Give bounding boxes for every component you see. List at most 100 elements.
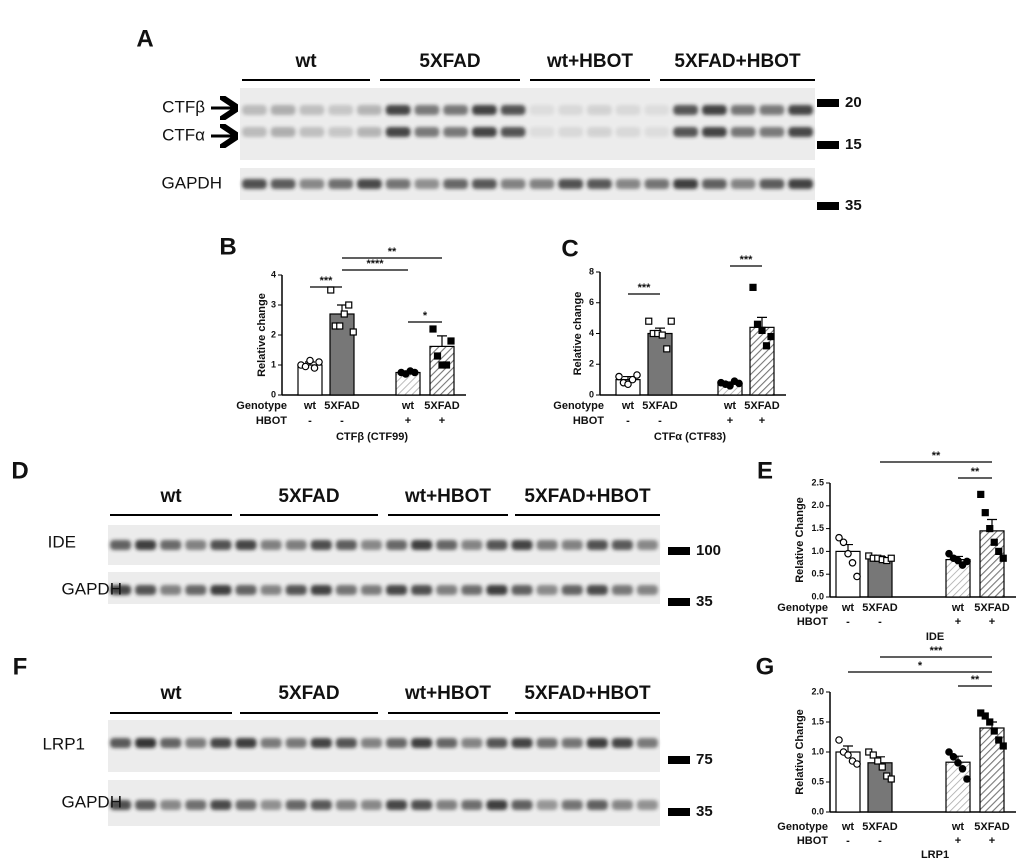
genotype-label: wt	[841, 821, 855, 833]
data-point	[749, 283, 757, 291]
data-point	[954, 758, 962, 767]
blot-band	[443, 179, 468, 189]
genotype-label: 5XFAD	[424, 400, 460, 412]
data-point	[853, 760, 861, 768]
blot-band	[160, 800, 182, 810]
mw-label: 35	[696, 593, 713, 610]
data-point	[429, 325, 437, 333]
blot-band	[644, 179, 670, 189]
blot-band	[611, 540, 633, 550]
blot-band	[135, 800, 157, 810]
blot-band	[673, 127, 698, 137]
blot-band	[561, 540, 583, 550]
blot-band	[587, 179, 612, 189]
y-tick-label: 1.0	[811, 546, 824, 556]
data-point	[667, 317, 675, 325]
blot-band	[386, 540, 408, 550]
blot-band	[536, 540, 558, 550]
blot-band	[299, 179, 325, 189]
blot-band	[285, 540, 307, 550]
data-point	[990, 727, 998, 735]
y-tick-label: 0	[589, 389, 594, 399]
group-header: 5XFAD	[419, 51, 480, 72]
mw-marker	[668, 808, 690, 816]
group-header: 5XFAD+HBOT	[524, 683, 651, 704]
genotype-label: 5XFAD	[744, 400, 780, 412]
data-point	[949, 752, 958, 761]
blot-band	[210, 585, 232, 595]
blot-band	[386, 585, 408, 595]
blot-band	[185, 540, 207, 550]
panel-label: G	[756, 653, 775, 680]
blot-band	[587, 127, 612, 137]
blot-band	[299, 127, 325, 137]
data-point	[624, 380, 632, 389]
blot-band	[235, 738, 257, 748]
blot-band	[411, 738, 433, 748]
blot-band	[270, 105, 296, 115]
blot-band	[235, 585, 257, 595]
blot-band	[110, 738, 132, 748]
mw-marker	[668, 756, 690, 764]
blot-band	[357, 179, 382, 189]
data-point	[853, 572, 861, 581]
bar	[945, 559, 971, 598]
data-point	[767, 332, 775, 341]
blot-band	[586, 540, 608, 550]
data-point	[990, 538, 998, 546]
blot-band	[260, 585, 282, 595]
blot-band	[260, 800, 282, 810]
blot-band	[242, 179, 267, 189]
blot-band	[385, 127, 411, 137]
blot-band	[385, 105, 411, 115]
data-point	[887, 775, 895, 783]
blot-band	[511, 585, 533, 595]
band-label: GAPDH	[62, 579, 122, 598]
blot-band	[310, 585, 332, 595]
band-label: IDE	[48, 532, 76, 551]
x-axis-label: LRP1	[921, 849, 949, 861]
blot-band	[461, 800, 483, 810]
blot-band	[529, 105, 555, 115]
significance-label: *	[423, 310, 428, 322]
genotype-label: 5XFAD	[324, 400, 360, 412]
genotype-label: 5XFAD	[862, 602, 898, 614]
significance-label: **	[971, 466, 980, 478]
blot-band	[328, 127, 353, 137]
group-header: 5XFAD+HBOT	[674, 51, 801, 72]
hbot-label: +	[989, 835, 995, 847]
data-point	[869, 751, 877, 759]
blot-band	[436, 540, 458, 550]
group-header: wt	[159, 683, 182, 704]
significance-label: ***	[740, 254, 754, 266]
mw-label: 100	[696, 542, 721, 559]
y-axis-label: Relative change	[256, 293, 268, 377]
blot-band	[730, 127, 756, 137]
blot-band	[210, 800, 232, 810]
blot-band	[110, 585, 132, 595]
genotype-label: wt	[401, 400, 415, 412]
data-point	[963, 557, 971, 566]
blot-band	[702, 105, 727, 115]
blot-band	[511, 540, 533, 550]
data-point	[447, 337, 455, 345]
hbot-label: -	[846, 616, 850, 628]
blot-band	[414, 127, 440, 137]
hbot-label: +	[405, 415, 411, 427]
hbot-label: +	[759, 415, 765, 427]
y-tick-label: 2	[271, 329, 276, 339]
panel-label: B	[219, 233, 236, 260]
row-label: Genotype	[553, 400, 604, 412]
blot-band	[586, 585, 608, 595]
data-point	[958, 764, 967, 773]
data-point	[615, 372, 623, 381]
blot-band	[270, 127, 296, 137]
blot-band	[335, 540, 357, 550]
data-point	[986, 524, 994, 533]
blot-band	[443, 105, 468, 115]
blot-band	[586, 738, 608, 748]
row-label: HBOT	[256, 415, 287, 427]
data-point	[645, 317, 653, 325]
row-label: Genotype	[777, 602, 828, 614]
blot-band	[615, 179, 641, 189]
